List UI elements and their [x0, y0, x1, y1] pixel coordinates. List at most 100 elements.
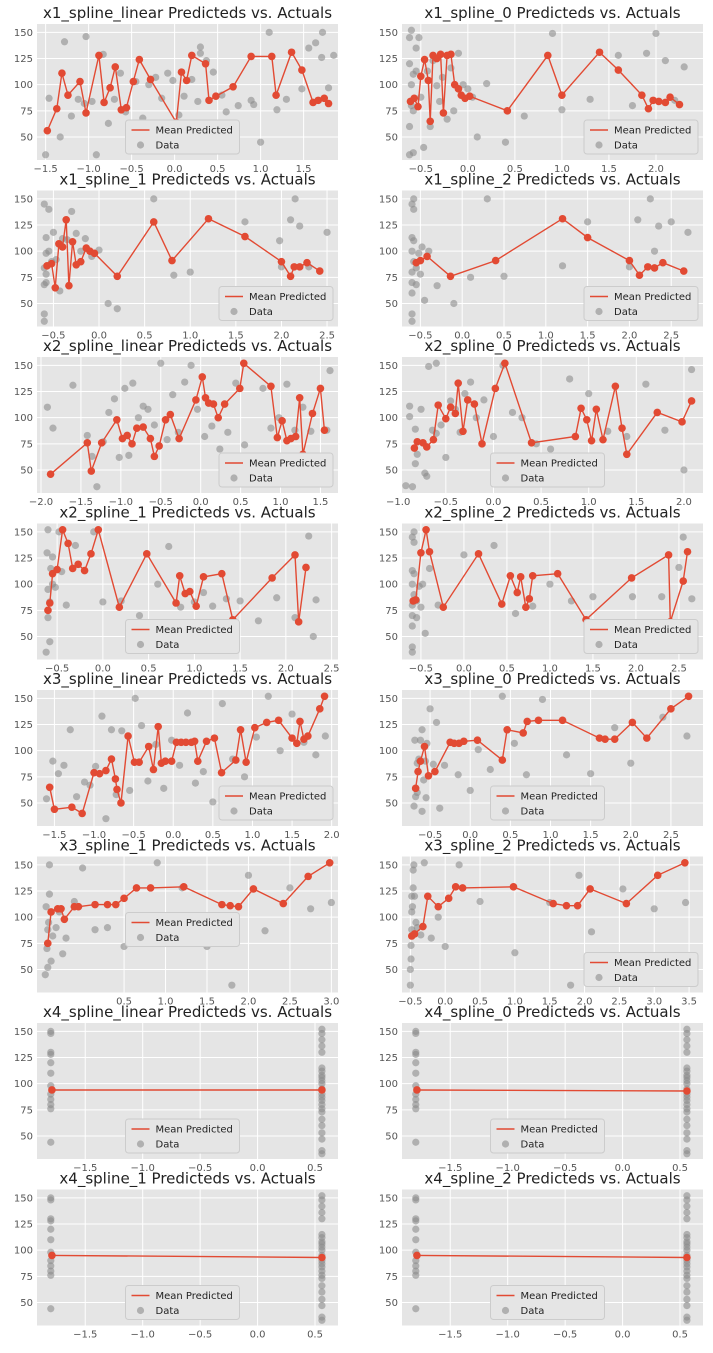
- data-point: [187, 361, 195, 369]
- x-tick-label: 1.5: [583, 830, 599, 841]
- data-point: [406, 402, 414, 410]
- data-point: [44, 614, 52, 622]
- mean-predicted-point: [62, 215, 70, 224]
- data-point: [450, 299, 458, 308]
- data-point: [567, 981, 575, 989]
- x-tick-label: 1.0: [244, 830, 260, 841]
- y-tick-label: 125: [379, 554, 398, 565]
- mean-predicted-point: [417, 548, 425, 557]
- mean-predicted-point: [687, 397, 696, 405]
- data-point: [47, 1059, 55, 1067]
- mean-predicted-point: [320, 692, 329, 701]
- mean-predicted-point: [664, 551, 673, 559]
- data-point: [683, 732, 691, 740]
- data-point: [562, 751, 571, 759]
- y-tick-label: 150: [379, 1193, 398, 1204]
- y-tick-label: 125: [14, 1053, 33, 1064]
- data-point: [48, 553, 57, 561]
- data-point: [489, 432, 498, 441]
- data-point: [408, 289, 416, 297]
- legend-box: [583, 119, 699, 155]
- mean-predicted-point: [509, 883, 518, 891]
- data-point: [450, 107, 458, 115]
- y-tick-label: 75: [20, 939, 33, 950]
- data-point: [47, 1027, 55, 1035]
- x-tick-label: 3.0: [323, 997, 339, 1008]
- mean-predicted-point: [46, 599, 54, 607]
- y-tick-label: 125: [379, 720, 398, 731]
- data-point: [627, 759, 635, 767]
- x-tick-label: 0.0: [165, 830, 181, 841]
- mean-predicted-point: [417, 72, 425, 81]
- mean-predicted-point: [188, 51, 196, 60]
- mean-predicted-point: [220, 400, 229, 408]
- mean-predicted-point: [175, 434, 183, 443]
- mean-predicted-point: [239, 359, 248, 368]
- mean-predicted-point: [83, 438, 92, 447]
- data-point: [433, 82, 441, 90]
- data-point: [77, 247, 85, 255]
- data-point: [79, 864, 87, 872]
- legend-data-swatch: [595, 640, 603, 649]
- data-point: [126, 786, 134, 795]
- data-point: [250, 100, 258, 109]
- data-point: [454, 771, 462, 779]
- mean-predicted-point: [201, 59, 210, 68]
- data-point: [56, 133, 64, 141]
- data-point: [318, 1048, 326, 1056]
- mean-predicted-point: [123, 431, 132, 440]
- data-point: [115, 453, 123, 462]
- data-point: [164, 69, 172, 77]
- mean-predicted-point: [190, 737, 199, 746]
- data-point: [412, 1138, 420, 1146]
- y-tick-label: 150: [14, 694, 33, 705]
- mean-predicted-point: [149, 218, 158, 226]
- data-point: [421, 629, 429, 637]
- mean-predicted-point: [199, 573, 208, 581]
- data-point: [418, 807, 426, 815]
- y-tick-label: 100: [14, 413, 33, 424]
- data-point: [410, 570, 418, 578]
- data-point: [165, 542, 173, 551]
- mean-predicted-point: [414, 102, 422, 111]
- data-point: [454, 49, 463, 57]
- data-point: [412, 44, 420, 52]
- data-point: [318, 1230, 326, 1239]
- data-point: [318, 1121, 326, 1130]
- mean-predicted-point: [683, 1253, 691, 1262]
- data-point: [312, 596, 320, 604]
- data-point: [113, 305, 121, 313]
- data-point: [407, 26, 416, 34]
- y-tick-label: 75: [20, 772, 33, 783]
- data-point: [683, 1115, 691, 1123]
- data-point: [425, 564, 434, 573]
- chart-title: x2_spline_1 Predicteds vs. Actuals: [59, 504, 315, 523]
- data-point: [476, 897, 484, 906]
- data-point: [327, 898, 335, 907]
- data-point: [683, 1147, 691, 1155]
- mean-predicted-point: [291, 551, 299, 559]
- data-point: [412, 1267, 420, 1275]
- mean-predicted-point: [506, 572, 515, 580]
- legend-box: [490, 452, 605, 488]
- legend-data-swatch: [136, 1306, 145, 1315]
- data-point: [318, 1042, 326, 1050]
- data-point: [273, 594, 281, 602]
- data-point: [411, 425, 419, 433]
- x-tick-label: −1.0: [496, 1330, 520, 1341]
- x-tick-label: −0.5: [434, 497, 458, 508]
- mean-predicted-point: [51, 283, 60, 292]
- mean-predicted-point: [179, 883, 188, 891]
- mean-predicted-point: [291, 432, 300, 441]
- mean-predicted-point: [315, 267, 324, 275]
- x-tick-label: 1.5: [284, 830, 300, 841]
- data-point: [137, 721, 146, 730]
- data-point: [655, 222, 663, 230]
- data-point: [683, 1042, 691, 1050]
- data-point: [455, 861, 463, 869]
- mean-predicted-point: [315, 705, 324, 713]
- data-point: [286, 216, 295, 224]
- data-point: [432, 359, 440, 367]
- x-tick-label: −1.0: [131, 1330, 155, 1341]
- mean-predicted-point: [444, 894, 453, 903]
